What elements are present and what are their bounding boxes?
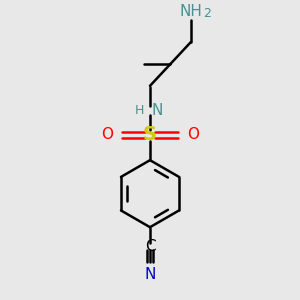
Text: H: H	[135, 103, 144, 116]
Text: O: O	[187, 127, 199, 142]
Text: N: N	[152, 103, 163, 118]
Text: C: C	[145, 238, 155, 253]
Text: NH: NH	[179, 4, 202, 19]
Text: N: N	[144, 267, 156, 282]
Text: O: O	[101, 127, 113, 142]
Text: S: S	[143, 125, 157, 144]
Text: 2: 2	[203, 7, 211, 20]
